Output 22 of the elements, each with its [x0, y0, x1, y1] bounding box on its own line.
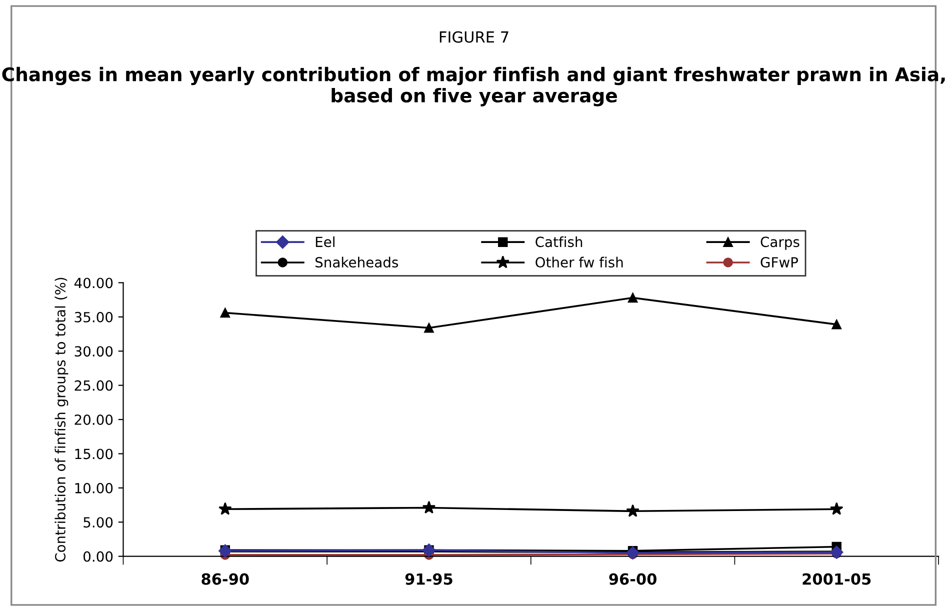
legend-label: Catfish — [536, 236, 582, 248]
legend-label: GFwP — [760, 257, 798, 268]
y-tick-label: 40.00 — [74, 278, 113, 288]
y-tick-label: 10.00 — [75, 482, 113, 494]
y-tick-label: 15.00 — [75, 448, 113, 460]
chart-title: FIGURE 7 — [440, 31, 508, 43]
legend-label: Carps — [760, 236, 800, 250]
chart-subtitle: Changes in mean yearly contribution of major finfish and giant freshwater prawn in Asia, based on five year average — [2, 66, 945, 106]
legend-label: Eel — [316, 236, 334, 248]
x-tick-label: 96-00 — [609, 573, 656, 585]
y-tick-label: 30.00 — [74, 346, 113, 357]
y-tick-label: 25.00 — [74, 380, 113, 391]
y-tick-label: 20.00 — [74, 414, 113, 425]
y-tick-label: 0.00 — [84, 551, 113, 562]
y-axis-title: Contribution of finfish groups to total (%) — [54, 278, 68, 562]
x-tick-label: 86-90 — [202, 573, 249, 585]
x-tick-label: 91-95 — [405, 573, 452, 585]
y-tick-label: 35.00 — [74, 312, 113, 322]
legend-label: Other fw fish — [536, 256, 623, 268]
legend-label: Snakeheads — [315, 256, 398, 268]
x-tick-label: 2001-05 — [802, 573, 871, 585]
y-tick-label: 5.00 — [84, 517, 113, 528]
